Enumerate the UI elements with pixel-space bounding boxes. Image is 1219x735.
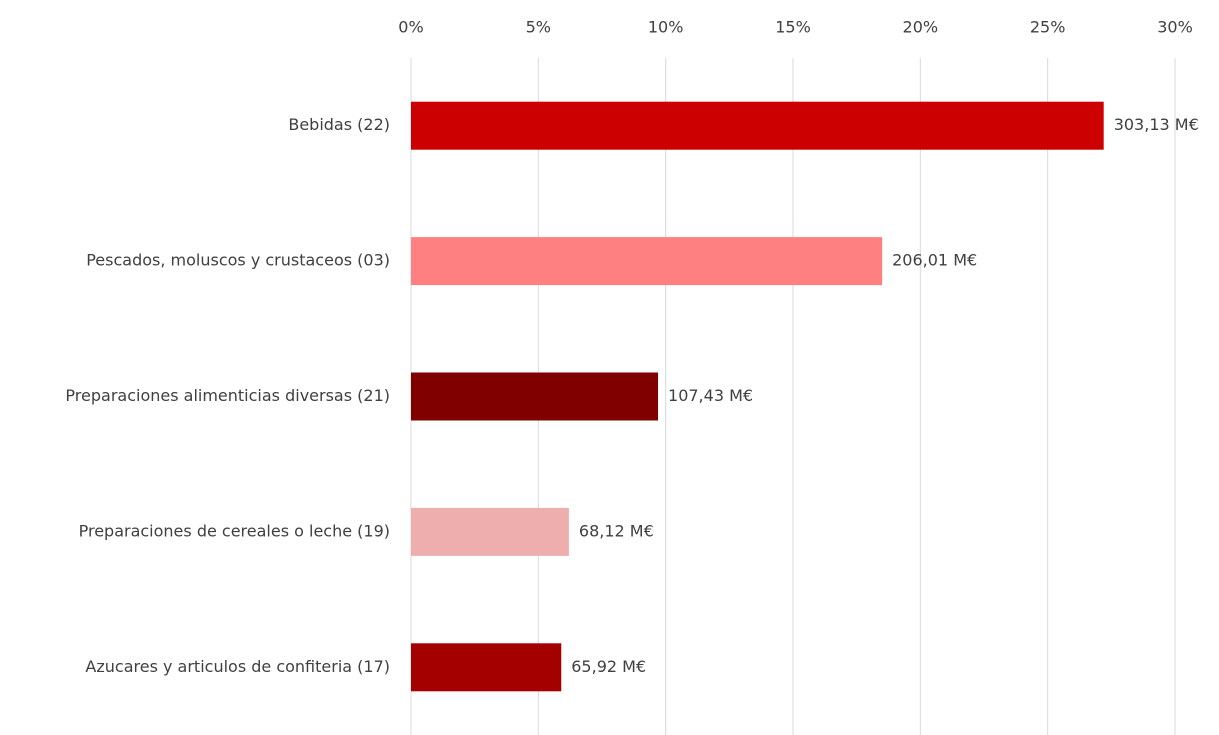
y-tick-label: Pescados, moluscos y crustaceos (03) [86, 251, 390, 270]
bar-label: 107,43 M€ [668, 386, 753, 405]
y-tick-label: Bebidas (22) [288, 115, 390, 134]
bar-label: 303,13 M€ [1114, 115, 1199, 134]
bar-label: 65,92 M€ [571, 657, 646, 676]
bar [411, 372, 659, 421]
bar [411, 643, 562, 692]
bar-label: 206,01 M€ [892, 251, 977, 270]
x-tick-label: 20% [903, 18, 939, 37]
y-tick-label: Preparaciones de cereales o leche (19) [79, 521, 390, 540]
x-tick-label: 15% [775, 18, 811, 37]
bar [411, 237, 883, 286]
bar-label: 68,12 M€ [579, 521, 654, 540]
bar [411, 101, 1104, 150]
x-tick-label: 25% [1030, 18, 1066, 37]
y-tick-label: Azucares y articulos de confiteria (17) [85, 657, 390, 676]
x-tick-label: 10% [648, 18, 684, 37]
x-tick-label: 5% [526, 18, 551, 37]
x-tick-label: 0% [398, 18, 423, 37]
bar [411, 507, 569, 556]
y-tick-label: Preparaciones alimenticias diversas (21) [65, 386, 390, 405]
x-tick-label: 30% [1157, 18, 1193, 37]
